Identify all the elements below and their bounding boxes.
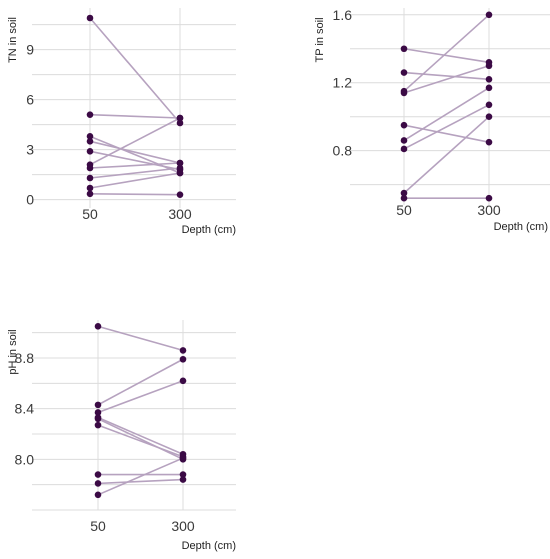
x-tick-label: 50 [396,202,412,218]
data-point [179,355,187,363]
pair-line [97,358,184,406]
x-axis-title: Depth (cm) [182,224,236,236]
pair-line [89,113,181,119]
x-tick-label: 50 [90,518,106,534]
y-tick-label: 8.8 [15,350,35,366]
x-axis-title: Depth (cm) [182,540,236,552]
pair-line [403,104,490,150]
data-point [179,476,187,483]
data-point [94,491,102,499]
data-point [485,62,493,70]
data-point [94,323,102,330]
y-axis-title: pH in soil [7,329,19,374]
y-tick-label: 8.4 [15,401,35,417]
data-point [400,145,408,153]
data-point [400,137,408,144]
pair-line [97,424,184,458]
pair-line [89,172,181,189]
data-point [86,133,94,140]
data-point [176,191,184,198]
pair-line [89,167,181,179]
pair-line [403,87,490,142]
pair-line [403,47,490,64]
data-point [179,377,187,385]
data-point [179,471,187,478]
y-axis-title: TP in soil [314,17,326,62]
y-tick-label: 1.6 [333,7,353,23]
data-point [94,480,102,487]
chart-panel-2: 0.8 1.2 1.6 50 300 TP in soil Depth (cm) [314,7,550,233]
y-tick-label: 1.2 [333,75,353,91]
pair-line [89,17,181,124]
pair-line [97,418,184,461]
data-point [176,114,184,122]
data-point [179,347,187,354]
x-tick-label: 300 [477,202,501,218]
pair-line [89,117,181,166]
data-point [176,159,184,167]
x-tick-label: 300 [168,206,192,222]
data-point [176,169,184,177]
pair-line [89,140,181,164]
pair-line [97,380,184,414]
pair-line [97,416,184,456]
data-point [86,111,94,118]
data-point [86,148,94,155]
data-point [179,454,187,462]
y-tick-label: 8.0 [15,451,35,467]
y-tick-label: 9 [26,42,34,58]
pair-line [403,71,490,81]
y-tick-label: 3 [26,142,34,158]
pair-line [403,14,490,92]
data-point [485,84,493,92]
data-point [94,409,102,416]
data-point [400,45,408,53]
data-point [94,415,102,423]
data-point [485,101,493,109]
y-tick-label: 0.8 [333,143,353,159]
data-point [176,119,184,127]
x-axis-title: Depth (cm) [494,221,548,233]
data-point [94,421,102,429]
data-point [86,174,94,182]
data-point [485,194,493,202]
data-point [86,184,94,192]
data-point [485,11,493,19]
y-axis-title: TN in soil [7,17,19,63]
pair-line [97,478,184,485]
pair-line [403,116,490,194]
data-point [400,121,408,129]
data-point [400,194,408,202]
pair-line [89,162,181,169]
data-point [94,401,102,409]
data-point [176,164,184,172]
pair-line [97,325,184,352]
data-point [400,69,408,76]
data-point [485,113,493,120]
pair-line [403,124,490,143]
y-tick-label: 0 [26,192,34,208]
data-point [94,471,102,478]
x-tick-label: 50 [82,206,98,222]
data-point [86,138,94,145]
pair-line [403,64,490,94]
data-point [86,164,94,172]
y-tick-label: 6 [26,92,34,108]
data-point [86,190,94,198]
chart-panel-1: 0 3 6 9 50 300 TN in soil Depth (cm) [7,8,236,236]
pair-line [89,193,181,196]
data-point [485,76,493,83]
chart-panel-3: 8.0 8.4 8.8 50 300 pH in soil Depth (cm) [7,320,236,552]
x-tick-label: 300 [171,518,195,534]
pair-line [97,457,184,496]
data-point [86,14,94,22]
data-point [400,89,408,97]
data-point [400,189,408,197]
data-point [485,138,493,146]
pair-line [89,150,181,171]
